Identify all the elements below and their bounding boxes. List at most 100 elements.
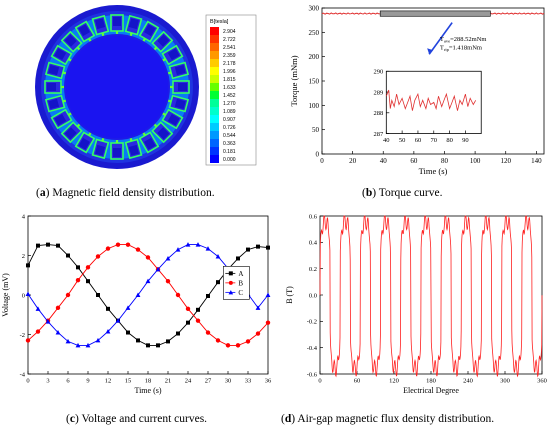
point-A: [136, 338, 140, 343]
x-tick-label: 80: [446, 137, 453, 144]
colorbar-swatch: [210, 43, 219, 51]
colorbar-value: 2.541: [223, 45, 236, 51]
stator-tooth: [91, 14, 110, 38]
colorbar-value: 0.726: [223, 125, 236, 131]
point-A: [106, 306, 110, 311]
slot-core: [48, 65, 60, 76]
slot-core: [157, 127, 170, 140]
y-axis-label: Torque (mNm): [289, 55, 299, 106]
colorbar-value: 1.633: [223, 85, 236, 91]
flux-line: [319, 215, 543, 378]
x-tick-label: 40: [380, 157, 388, 165]
point-A: [146, 343, 150, 348]
caption-b: (b) Torque curve.: [362, 187, 443, 199]
point-B: [115, 242, 121, 247]
stator-tooth: [110, 14, 124, 35]
y-tick-label: -0.6: [307, 371, 318, 378]
y-tick-label: 0.6: [309, 213, 318, 220]
slot-core: [128, 144, 139, 156]
point-B: [165, 278, 171, 284]
y-tick-label: 200: [309, 53, 320, 61]
point-B: [95, 254, 101, 259]
torque-ripple-annotation: Trip=1.418mNm: [440, 44, 482, 52]
y-tick-label: 100: [309, 102, 320, 110]
legend-label-C: C: [238, 289, 243, 297]
point-A: [156, 343, 160, 348]
point-C: [265, 292, 271, 297]
colorbar-swatch: [210, 155, 219, 163]
y-tick-label: -4: [20, 371, 26, 378]
y-axis-label: Voltage (mV): [1, 273, 10, 317]
point-B: [135, 247, 141, 252]
stator-tooth: [60, 121, 83, 144]
slot-core: [167, 114, 180, 126]
y-tick-label: 290: [374, 69, 384, 76]
point-A: [86, 279, 90, 284]
x-tick-label: 3: [46, 378, 49, 385]
point-A: [196, 307, 200, 312]
x-tick-label: 100: [470, 157, 481, 165]
x-tick-label: 0: [320, 157, 324, 165]
stator-tooth: [44, 80, 65, 94]
slot-core: [167, 48, 180, 60]
point-A: [256, 244, 260, 249]
y-tick-label: 50: [312, 126, 320, 134]
point-A: [246, 247, 250, 252]
point-C: [105, 329, 111, 334]
y-tick-label: 0.4: [309, 240, 318, 247]
stator-tooth: [166, 61, 190, 80]
point-C: [185, 242, 191, 247]
y-tick-label: 0.0: [309, 292, 317, 299]
point-B: [265, 320, 271, 325]
colorbar-swatch: [210, 59, 219, 67]
colorbar-scale: 2.904 2.722 2.541 2.359 2.178 1.996 1.815 1.633…: [210, 27, 236, 163]
colorbar-swatch: [210, 35, 219, 43]
x-tick-label: 60: [410, 157, 418, 165]
x-axis-label: Time (s): [419, 166, 448, 176]
y-tick-label: 150: [309, 77, 320, 85]
x-tick-label: 9: [86, 378, 89, 385]
x-axis-label: Electrical Degree: [403, 386, 459, 395]
motor-cross-section: [35, 5, 199, 169]
colorbar-swatch: [210, 75, 219, 83]
point-A: [66, 253, 70, 258]
point-B: [245, 339, 251, 344]
stator-slots: [44, 14, 190, 160]
legend-marker-A: [228, 271, 233, 276]
point-B: [125, 242, 131, 247]
slot-core: [174, 65, 186, 76]
zoom-arrow: [428, 22, 453, 55]
x-tick-label: 120: [389, 378, 399, 385]
point-A: [176, 331, 180, 336]
x-tick-label: 40: [383, 137, 390, 144]
y-tick-label: 289: [374, 89, 384, 96]
colorbar-value: 0.181: [223, 149, 236, 155]
x-tick-label: 21: [165, 378, 172, 385]
point-A: [126, 330, 130, 335]
point-B: [25, 338, 31, 343]
colorbar-value: 0.363: [223, 141, 236, 147]
slot-core: [95, 144, 106, 156]
stator-tooth: [110, 139, 124, 160]
slot-core: [113, 148, 121, 157]
point-C: [215, 253, 221, 259]
x-tick-label: 6: [66, 378, 70, 385]
point-A: [216, 280, 220, 285]
caption-c: (c) Voltage and current curves.: [66, 413, 208, 425]
x-axis-label: Time (s): [134, 386, 161, 395]
x-tick-label: 90: [462, 137, 469, 144]
colorbar-swatch: [210, 99, 219, 107]
stator-tooth: [44, 94, 68, 113]
point-C: [45, 319, 51, 324]
y-tick-label: 250: [309, 29, 320, 37]
x-tick-label: 120: [500, 157, 511, 165]
colorbar-swatch: [210, 67, 219, 75]
colorbar-value: 2.904: [223, 29, 236, 35]
slot-core: [128, 18, 139, 30]
colorbar-swatch: [210, 123, 219, 131]
point-C: [85, 342, 91, 348]
slot-core: [157, 34, 170, 47]
stator-tooth: [44, 61, 68, 80]
point-B: [175, 292, 181, 298]
point-C: [125, 305, 131, 310]
